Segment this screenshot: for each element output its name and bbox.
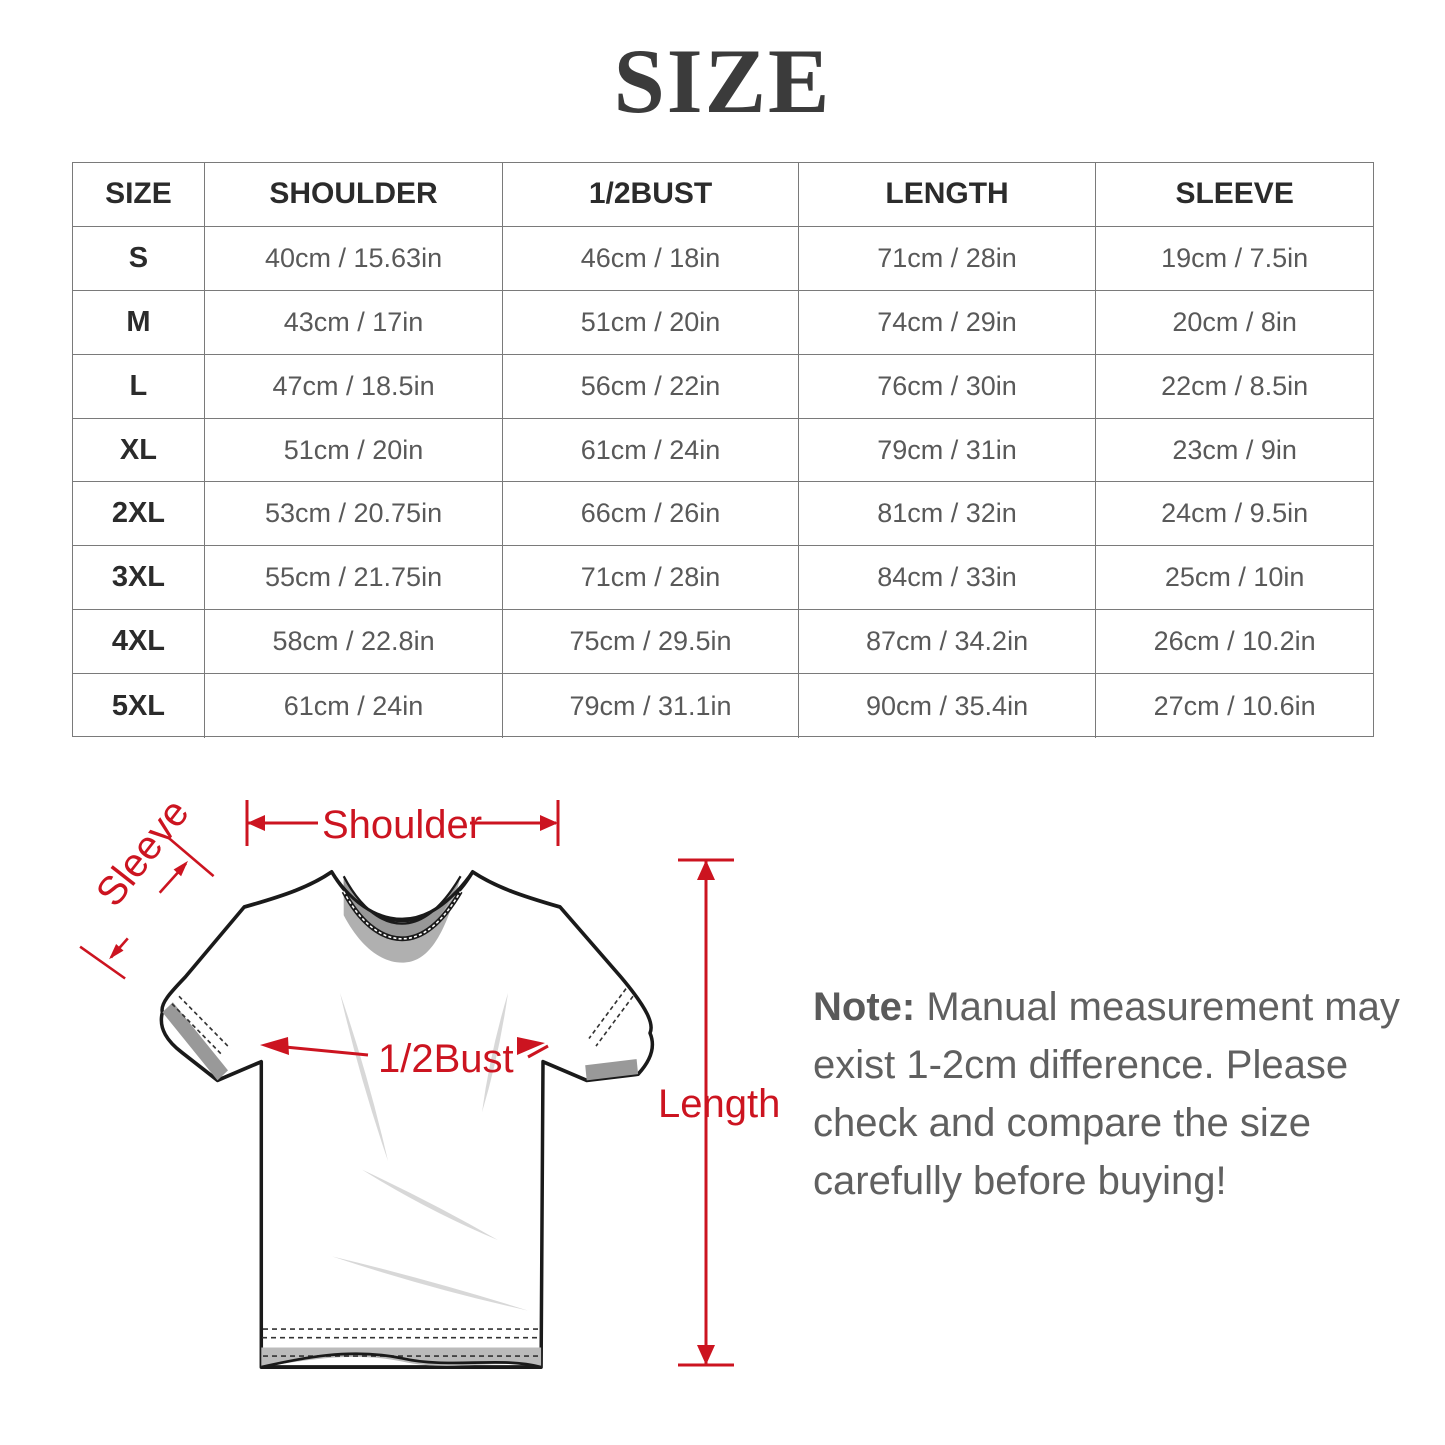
svg-text:Sleeve: Sleeve (88, 791, 198, 914)
svg-text:1/2Bust: 1/2Bust (378, 1037, 514, 1081)
svg-text:Length: Length (658, 1082, 780, 1126)
svg-text:Shoulder: Shoulder (322, 803, 482, 847)
